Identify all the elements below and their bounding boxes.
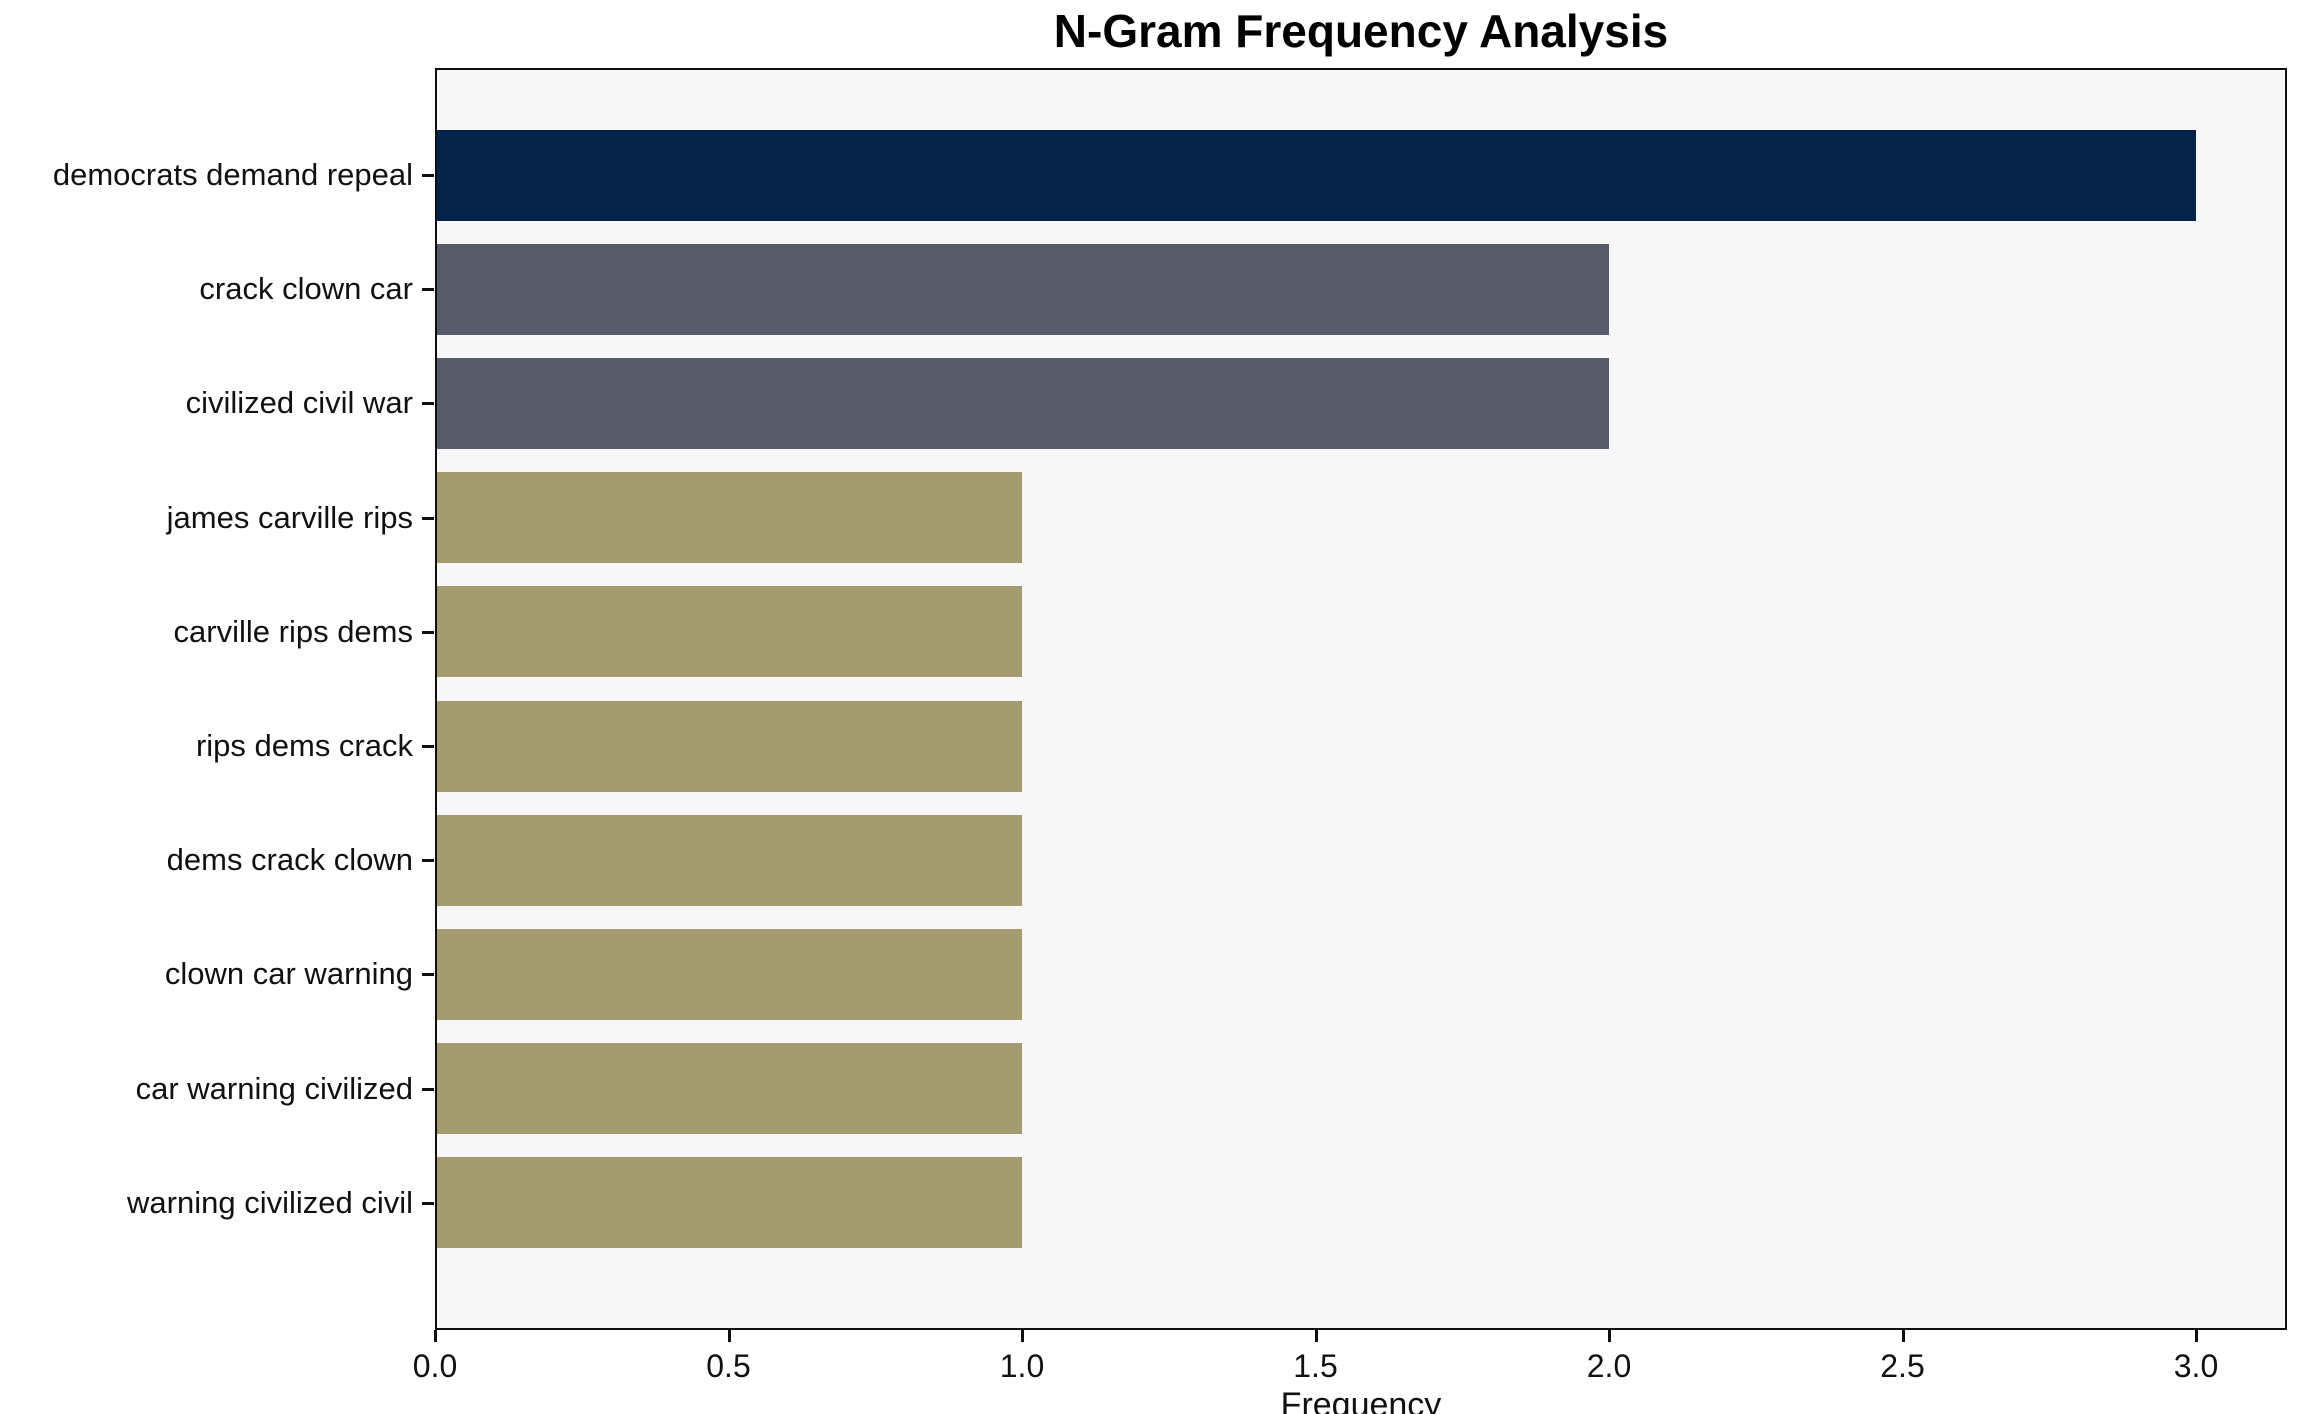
y-tick-label: civilized civil war	[185, 385, 413, 421]
x-tick-label: 1.5	[1293, 1348, 1338, 1384]
x-tick-mark	[1314, 1330, 1318, 1342]
x-tick-mark	[434, 1330, 437, 1342]
bar	[437, 472, 1022, 564]
y-tick-mark	[422, 630, 434, 634]
bar	[437, 129, 2196, 221]
y-tick-label: car warning civilized	[135, 1070, 413, 1106]
y-tick-label: warning civilized civil	[127, 1184, 413, 1220]
x-tick-label: 2.0	[1586, 1348, 1632, 1384]
x-tick-mark	[1901, 1330, 1905, 1342]
x-tick-label: 1.0	[999, 1348, 1045, 1384]
y-tick-label: james carville rips	[166, 499, 413, 535]
x-axis-label: Frequency	[1280, 1386, 1442, 1414]
y-tick-label: democrats demand repeal	[52, 157, 413, 192]
y-tick-mark	[422, 1087, 434, 1091]
y-tick-mark	[422, 973, 434, 977]
bar	[437, 586, 1022, 678]
bar	[437, 357, 1609, 449]
bar	[437, 1157, 1022, 1249]
x-tick-label: 0.5	[706, 1348, 751, 1384]
x-tick-label: 2.5	[1880, 1348, 1925, 1384]
y-tick-label: dems crack clown	[166, 842, 413, 878]
y-tick-mark	[422, 1201, 434, 1205]
x-tick-mark	[2195, 1330, 2198, 1342]
y-tick-mark	[422, 859, 434, 863]
bar	[437, 243, 1609, 335]
bar	[437, 814, 1022, 906]
bar	[437, 928, 1022, 1020]
bar	[437, 1043, 1022, 1135]
x-tick-mark	[727, 1330, 731, 1342]
x-tick-label: 3.0	[2173, 1348, 2219, 1384]
y-tick-mark	[422, 288, 434, 292]
x-tick-mark	[1021, 1330, 1024, 1342]
y-tick-mark	[422, 174, 434, 177]
chart-title: N-Gram Frequency Analysis	[1053, 5, 1669, 57]
x-tick-mark	[1608, 1330, 1611, 1342]
bar	[437, 700, 1022, 792]
y-tick-mark	[422, 516, 434, 520]
y-tick-mark	[422, 745, 434, 748]
y-tick-label: clown car warning	[164, 956, 413, 992]
y-tick-label: crack clown car	[199, 271, 413, 307]
y-tick-label: rips dems crack	[195, 728, 413, 763]
y-tick-mark	[422, 402, 434, 406]
x-tick-label: 0.0	[412, 1348, 458, 1384]
y-tick-label: carville rips dems	[173, 613, 413, 649]
